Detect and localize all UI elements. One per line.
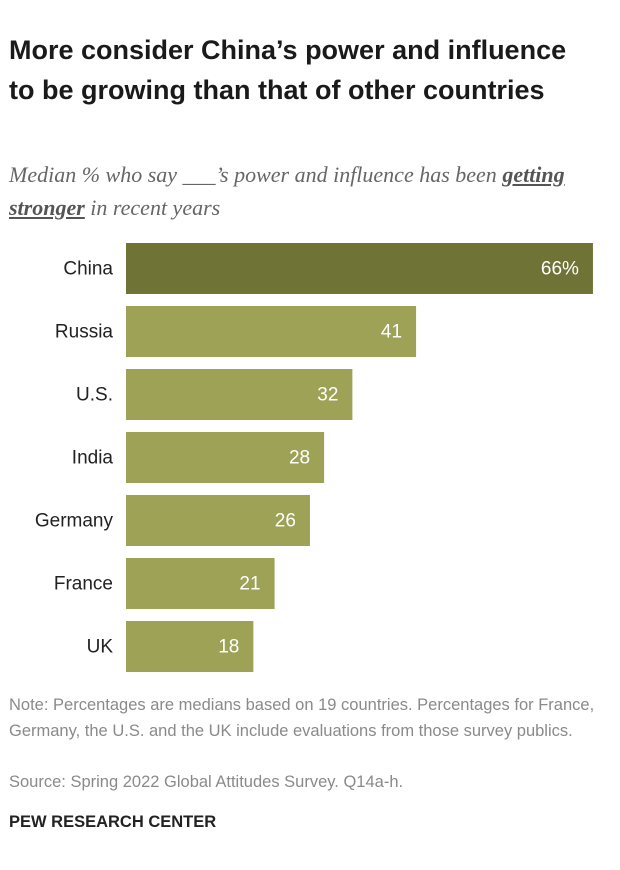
- bar: [126, 243, 593, 294]
- category-label: Germany: [35, 511, 114, 532]
- category-label: France: [54, 574, 113, 595]
- value-label: 26: [275, 511, 296, 532]
- value-label: 32: [317, 385, 338, 406]
- bar: [126, 432, 325, 483]
- subtitle-emphasis: getting stronger: [9, 162, 565, 220]
- category-label: India: [72, 448, 114, 469]
- source: Source: Spring 2022 Global Attitudes Sur…: [9, 773, 404, 791]
- category-label: Russia: [55, 322, 114, 343]
- value-label: 21: [239, 574, 260, 595]
- subtitle-text: in recent years: [90, 195, 221, 220]
- subtitle-text: Median % who say ___’s power and influen…: [9, 162, 497, 187]
- footer: PEW RESEARCH CENTER: [9, 813, 217, 831]
- chart-subtitle: Median % who say ___’s power and influen…: [9, 158, 609, 224]
- value-label: 66%: [541, 259, 579, 280]
- value-label: 41: [381, 322, 402, 343]
- bar: [126, 558, 275, 609]
- chart: China 66% Russia 41 U.S. 32 India 28 Germany 26 Fr…: [35, 243, 593, 672]
- note: Note: Percentages are medians based on 1…: [9, 696, 595, 740]
- bar: [126, 621, 254, 672]
- category-label: UK: [87, 637, 114, 658]
- bar: [126, 369, 353, 420]
- category-label: China: [63, 259, 113, 280]
- value-label: 18: [218, 637, 239, 658]
- chart-title: More consider China’s power and influenc…: [9, 35, 567, 105]
- value-label: 28: [289, 448, 310, 469]
- category-label: U.S.: [76, 385, 113, 406]
- bar: [126, 306, 417, 357]
- bar: [126, 495, 310, 546]
